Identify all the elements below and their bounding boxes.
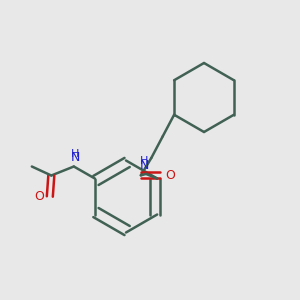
Text: N: N — [140, 158, 149, 172]
Text: H: H — [71, 149, 80, 159]
Text: O: O — [34, 190, 44, 203]
Text: H: H — [140, 156, 149, 167]
Text: O: O — [166, 169, 176, 182]
Text: N: N — [70, 151, 80, 164]
